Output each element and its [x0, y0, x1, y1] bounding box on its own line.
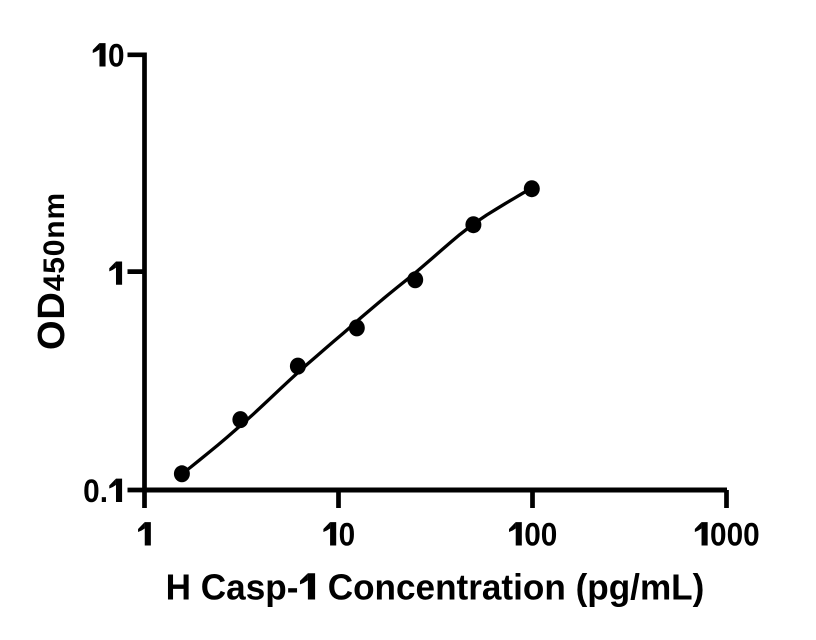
- svg-text:0.: 0.: [83, 473, 108, 509]
- svg-text:000: 000: [710, 517, 760, 553]
- svg-text:Concentration (pg/mL): Concentration (pg/mL): [328, 567, 705, 607]
- svg-text:H Casp-: H Casp-: [166, 567, 299, 607]
- svg-text:00: 00: [524, 517, 557, 553]
- svg-text:0: 0: [339, 517, 356, 553]
- svg-text:0: 0: [108, 38, 125, 74]
- svg-text:OD450nm: OD450nm: [31, 192, 73, 350]
